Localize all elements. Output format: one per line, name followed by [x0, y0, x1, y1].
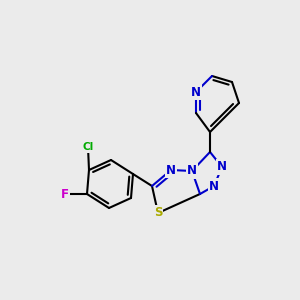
Text: N: N: [166, 164, 176, 176]
Text: N: N: [209, 179, 219, 193]
Text: Cl: Cl: [82, 142, 94, 152]
Text: S: S: [154, 206, 162, 220]
Text: F: F: [61, 188, 69, 200]
Text: N: N: [187, 164, 197, 178]
Text: N: N: [217, 160, 227, 173]
Text: N: N: [191, 85, 201, 98]
